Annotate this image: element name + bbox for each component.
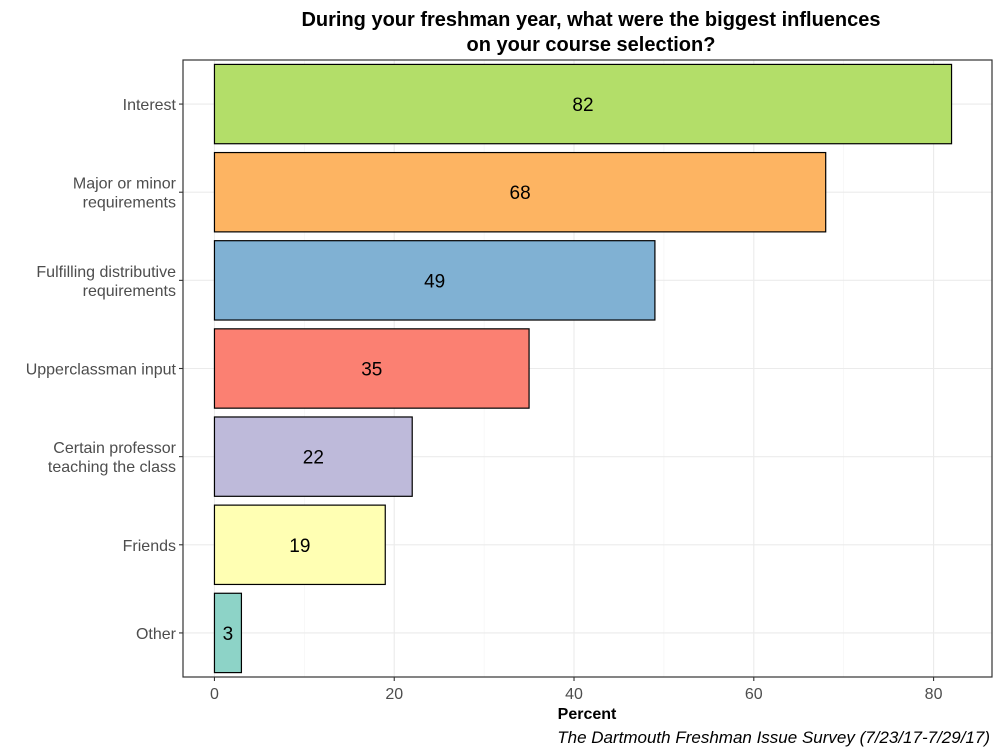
- bar: [213, 416, 413, 497]
- x-tick-label: 40: [565, 686, 583, 703]
- x-tick-label: 20: [385, 686, 403, 703]
- x-axis-label: Percent: [558, 706, 617, 723]
- y-tick-label: Major or minor requirements: [73, 176, 177, 212]
- chart-caption: The Dartmouth Freshman Issue Survey (7/2…: [557, 728, 990, 747]
- x-tick-label: 0: [210, 686, 219, 703]
- chart-title-line-2: on your course selection?: [467, 34, 716, 56]
- bar: [213, 240, 656, 321]
- bar: [213, 328, 530, 409]
- x-axis: 0 20 40 60 80: [210, 677, 943, 703]
- data-label: 82: [572, 95, 593, 116]
- y-tick-label: Fulfilling distributive requirements: [36, 264, 176, 300]
- data-label: 22: [303, 448, 324, 469]
- y-tick-label: Certain professor teaching the class: [48, 440, 177, 476]
- data-label: 19: [289, 536, 310, 557]
- bar: [213, 151, 827, 233]
- bar: [213, 592, 243, 674]
- y-tick-label: Other: [136, 626, 177, 643]
- bars: 82 68 49 35 22 19 3: [213, 63, 953, 674]
- data-label: 68: [510, 183, 531, 204]
- bar: [213, 63, 953, 145]
- x-tick-label: 60: [745, 686, 763, 703]
- y-axis: Interest Major or minor requirements Fulfil…: [26, 97, 183, 643]
- y-tick-label: Friends: [123, 538, 176, 555]
- y-tick-label: Interest: [123, 97, 177, 114]
- y-tick-label: Upperclassman input: [26, 362, 177, 379]
- bar: [213, 504, 386, 586]
- data-label: 35: [361, 360, 382, 381]
- x-tick-label: 80: [925, 686, 943, 703]
- data-label: 49: [424, 271, 445, 292]
- data-label: 3: [223, 624, 234, 645]
- chart-title-line-1: During your freshman year, what were the…: [301, 9, 880, 31]
